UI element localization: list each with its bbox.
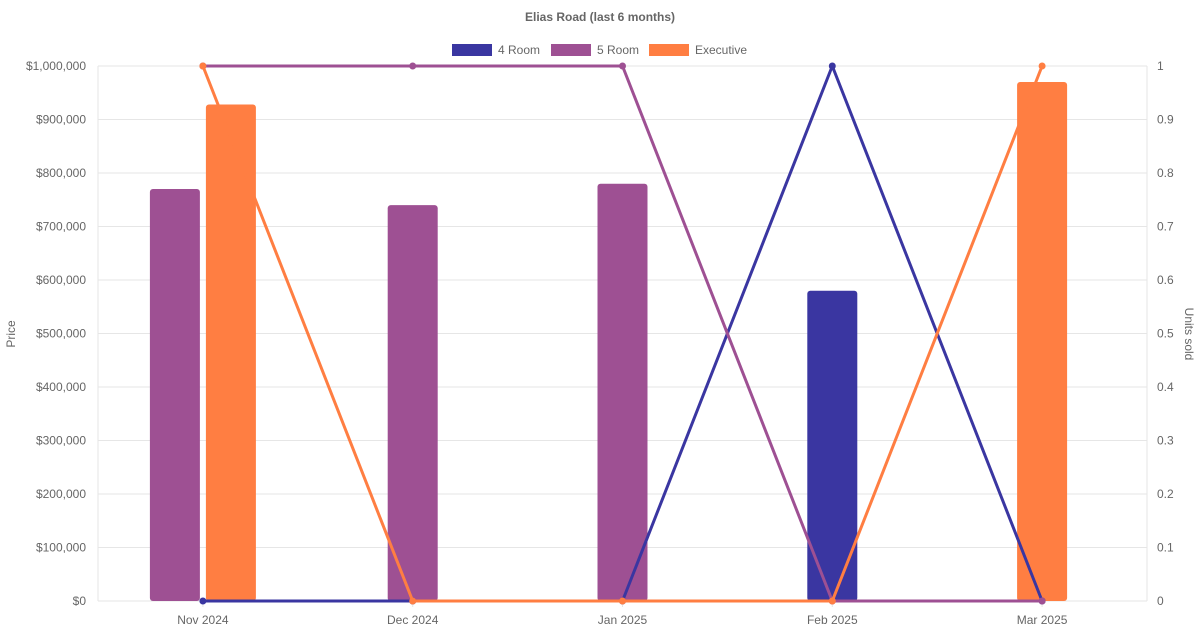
x-tick-label: Feb 2025 [807,613,858,627]
bar [597,183,648,601]
data-point [199,597,207,605]
legend-item: 5 Room [551,43,639,57]
y-left-tick-label: $400,000 [36,380,86,394]
y-right-tick-label: 0.8 [1157,166,1174,180]
legend-label: Executive [695,43,747,57]
legend-item: Executive [649,43,747,57]
data-point [1038,62,1046,70]
y-left-tick-label: $300,000 [36,434,86,448]
y-left-tick-label: $500,000 [36,327,86,341]
y-left-tick-label: $200,000 [36,487,86,501]
y-left-tick-label: $600,000 [36,273,86,287]
data-point [199,62,207,70]
legend-swatch [551,44,591,56]
x-tick-label: Dec 2024 [387,613,439,627]
x-tick-label: Nov 2024 [177,613,229,627]
y-right-tick-label: 1 [1157,59,1164,73]
y-right-tick-label: 0.4 [1157,380,1174,394]
legend-label: 4 Room [498,43,540,57]
bar [387,205,438,601]
data-point [409,597,417,605]
y-axis-right-title: Units sold [1182,308,1196,361]
legend-swatch [452,44,492,56]
y-axis-right: 0 0.1 0.2 0.3 0.4 0.5 0.6 0.7 0.8 0.9 1 [1157,59,1174,608]
y-right-tick-label: 0.3 [1157,434,1174,448]
x-axis: Nov 2024 Dec 2024 Jan 2025 Feb 2025 Mar 2025 [177,601,1068,627]
y-right-tick-label: 0.9 [1157,113,1174,127]
bar [149,189,200,602]
y-axis-left: $0 $100,000 $200,000 $300,000 $400,000 $500,0… [26,59,86,608]
y-right-tick-label: 0.6 [1157,273,1174,287]
bar-series [149,82,1068,602]
y-axis-left-title: Price [4,320,18,348]
bar [807,290,858,601]
data-point [619,597,626,605]
legend-swatch [649,44,689,56]
bar [205,104,256,602]
y-left-tick-label: $0 [73,594,87,608]
y-right-tick-label: 0.2 [1157,487,1174,501]
y-left-tick-label: $100,000 [36,541,86,555]
x-tick-label: Jan 2025 [598,613,648,627]
y-left-tick-label: $700,000 [36,220,86,234]
y-left-tick-label: $800,000 [36,166,86,180]
y-right-tick-label: 0.7 [1157,220,1174,234]
y-left-tick-label: $900,000 [36,113,86,127]
data-point [619,62,626,70]
line-series [199,62,1046,605]
data-point [1038,597,1046,605]
legend-label: 5 Room [597,43,639,57]
data-point [828,62,836,70]
y-right-tick-label: 0.5 [1157,327,1174,341]
x-tick-label: Mar 2025 [1017,613,1068,627]
chart-title: Elias Road (last 6 months) [525,10,675,24]
legend-item: 4 Room [452,43,540,57]
legend: 4 Room 5 Room Executive [452,43,747,57]
y-left-tick-label: $1,000,000 [26,59,86,73]
data-point [828,597,836,605]
data-point [409,62,417,70]
bar [1017,82,1068,602]
y-right-tick-label: 0 [1157,594,1164,608]
y-right-tick-label: 0.1 [1157,541,1174,555]
